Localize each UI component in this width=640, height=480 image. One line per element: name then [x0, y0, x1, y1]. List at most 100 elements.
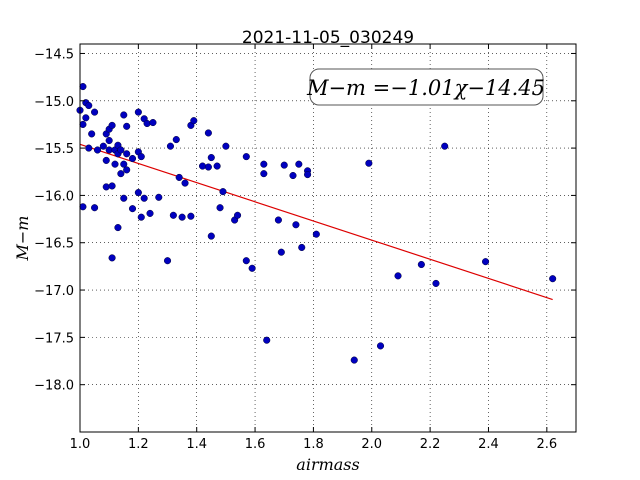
- data-point: [222, 142, 230, 150]
- data-point: [82, 114, 90, 122]
- data-point: [394, 272, 402, 280]
- data-point: [376, 342, 385, 350]
- data-point: [123, 166, 131, 174]
- data-point: [187, 212, 195, 220]
- data-point: [242, 153, 250, 161]
- data-point: [99, 142, 107, 150]
- data-point: [274, 216, 282, 224]
- data-point: [260, 170, 268, 178]
- data-point: [93, 146, 102, 154]
- data-point: [350, 356, 358, 364]
- x-tick-label: 1.8: [303, 437, 324, 452]
- data-point: [417, 260, 425, 269]
- data-point: [102, 156, 110, 164]
- data-point: [441, 142, 449, 150]
- data-point: [108, 254, 116, 262]
- data-point: [292, 221, 300, 229]
- data-point: [181, 179, 189, 187]
- data-point: [190, 117, 198, 125]
- data-point: [204, 163, 212, 171]
- data-point: [108, 121, 116, 129]
- data-point: [198, 162, 207, 170]
- data-point: [207, 154, 215, 162]
- data-point: [134, 108, 142, 116]
- data-point: [204, 129, 212, 137]
- data-point: [169, 211, 177, 219]
- data-point: [219, 188, 227, 196]
- data-point: [312, 230, 320, 238]
- data-point: [163, 257, 172, 265]
- data-point: [137, 153, 145, 161]
- y-tick-label: −17.0: [34, 284, 74, 299]
- data-point: [91, 204, 99, 212]
- data-point: [88, 130, 96, 138]
- x-tick-label: 2.6: [536, 437, 557, 452]
- data-point: [85, 144, 93, 152]
- data-point: [260, 160, 268, 168]
- x-tick-label: 1.4: [186, 437, 207, 452]
- y-tick-label: −14.5: [34, 47, 74, 62]
- data-point: [108, 182, 116, 190]
- y-tick-label: −15.0: [34, 95, 74, 110]
- y-axis-label: M−m: [13, 216, 32, 262]
- data-point: [175, 173, 183, 181]
- data-point: [432, 279, 440, 287]
- y-tick-label: −15.5: [34, 142, 74, 157]
- data-point: [128, 154, 137, 163]
- y-tick-label: −17.5: [34, 331, 74, 346]
- data-point: [289, 171, 297, 180]
- data-point: [482, 258, 490, 266]
- data-point: [120, 111, 128, 119]
- data-point: [149, 118, 157, 127]
- data-point: [213, 162, 221, 170]
- data-point: [304, 171, 312, 179]
- data-point: [102, 183, 110, 191]
- data-point: [120, 160, 128, 168]
- data-point: [178, 213, 186, 221]
- x-tick-label: 2.2: [420, 437, 441, 452]
- data-point: [79, 120, 87, 128]
- x-tick-label: 1.2: [128, 437, 149, 452]
- y-tick-label: −16.5: [34, 237, 74, 252]
- data-point: [140, 194, 148, 202]
- axis-ticks: 1.0 1.2 1.4 1.6 1.8 2.0 2.2 2.4 2.6 −14.5 −15.0 −15…: [34, 44, 576, 452]
- data-point: [365, 159, 373, 167]
- data-point: [137, 213, 145, 221]
- data-point: [79, 203, 87, 211]
- data-point: [172, 136, 180, 144]
- data-point: [549, 275, 557, 283]
- fit-line-layer: [79, 143, 553, 301]
- data-point: [146, 209, 154, 217]
- data-point: [114, 224, 122, 232]
- data-point: [120, 194, 128, 202]
- data-point: [128, 205, 137, 213]
- data-point: [155, 193, 163, 201]
- data-point: [242, 257, 250, 265]
- data-point: [280, 161, 288, 169]
- data-point: [105, 136, 113, 145]
- data-point: [123, 122, 131, 130]
- x-tick-label: 2.4: [478, 437, 499, 452]
- data-point: [234, 211, 242, 219]
- data-point: [248, 264, 256, 272]
- chart-title: 2021-11-05_030249: [242, 28, 414, 48]
- data-point: [117, 170, 125, 178]
- data-point: [263, 336, 271, 344]
- y-tick-label: −16.0: [34, 189, 74, 204]
- data-point: [117, 146, 125, 154]
- data-point: [79, 83, 87, 91]
- data-point: [143, 119, 151, 128]
- annotation-box: [309, 68, 544, 106]
- plot-frame: [79, 43, 577, 433]
- data-point: [216, 204, 224, 212]
- data-point: [298, 243, 306, 252]
- data-point: [111, 160, 119, 168]
- x-tick-label: 1.6: [245, 437, 266, 452]
- x-tick-label: 2.0: [361, 437, 382, 452]
- y-tick-label: −18.0: [34, 379, 74, 394]
- data-point: [295, 160, 303, 168]
- data-point: [91, 108, 99, 116]
- fit-line: [79, 143, 553, 301]
- data-point: [166, 142, 174, 150]
